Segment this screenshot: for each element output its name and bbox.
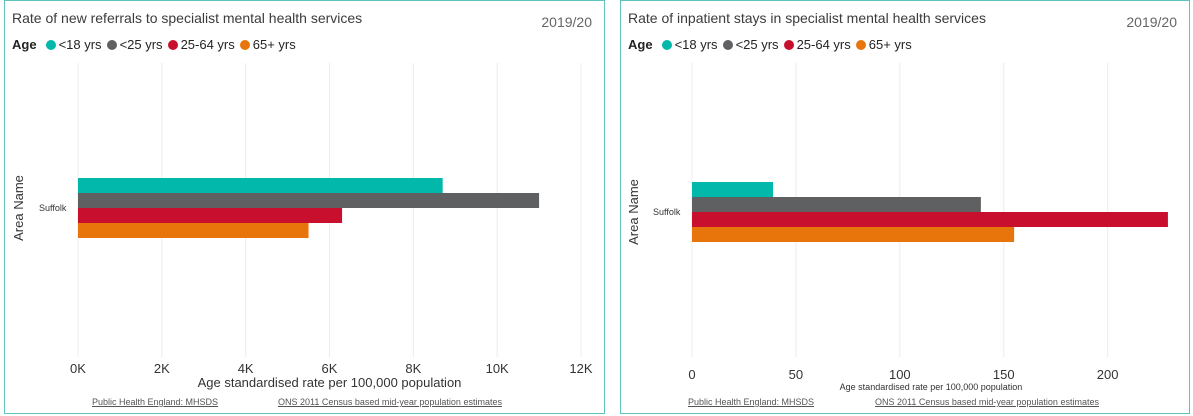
bar-65-yrs[interactable] bbox=[78, 223, 309, 238]
bar--18-yrs[interactable] bbox=[692, 182, 774, 197]
bar-25-64-yrs[interactable] bbox=[78, 208, 343, 223]
x-tick-label: 150 bbox=[993, 367, 1015, 382]
y-axis-label: Area Name bbox=[11, 175, 26, 241]
bar--25-yrs[interactable] bbox=[692, 197, 981, 212]
legend-label: <18 yrs bbox=[674, 37, 718, 52]
chart-title: Rate of inpatient stays in specialist me… bbox=[628, 10, 986, 26]
legend-dot-icon bbox=[855, 39, 866, 50]
legend-item-65-plus[interactable]: 65+ yrs bbox=[855, 37, 912, 52]
legend-item-under-18[interactable]: <18 yrs bbox=[661, 37, 718, 52]
legend: Age <18 yrs <25 yrs 25-64 yrs 65+ yrs bbox=[12, 37, 301, 52]
category-label: Suffolk bbox=[653, 207, 681, 217]
legend-label: 65+ yrs bbox=[252, 37, 296, 52]
x-tick-label: 4K bbox=[238, 361, 254, 376]
source-link-mhsds[interactable]: Public Health England: MHSDS bbox=[92, 397, 219, 407]
legend: Age <18 yrs <25 yrs 25-64 yrs 65+ yrs bbox=[628, 37, 917, 52]
legend-item-25-64[interactable]: 25-64 yrs bbox=[167, 37, 235, 52]
legend-dot-icon bbox=[722, 39, 733, 50]
legend-dot-icon bbox=[239, 39, 250, 50]
referrals-bar-chart: 0K 2K 4K 6K 8K 10K 12K Age standardised rate pe… bbox=[11, 63, 593, 390]
legend-item-25-64[interactable]: 25-64 yrs bbox=[783, 37, 851, 52]
period-label: 2019/20 bbox=[1126, 14, 1177, 30]
source-link-ons[interactable]: ONS 2011 Census based mid-year populatio… bbox=[875, 397, 1099, 407]
legend-label: <18 yrs bbox=[58, 37, 102, 52]
legend-dot-icon bbox=[106, 39, 117, 50]
legend-item-under-25[interactable]: <25 yrs bbox=[106, 37, 163, 52]
x-axis-label: Age standardised rate per 100,000 popula… bbox=[840, 382, 1023, 392]
x-tick-label: 2K bbox=[154, 361, 170, 376]
legend-dot-icon bbox=[167, 39, 178, 50]
bar--25-yrs[interactable] bbox=[78, 193, 540, 208]
legend-label: 65+ yrs bbox=[868, 37, 912, 52]
source-link-mhsds[interactable]: Public Health England: MHSDS bbox=[688, 397, 815, 407]
inpatient-chart-panel: Rate of inpatient stays in specialist me… bbox=[620, 0, 1190, 414]
x-tick-label: 50 bbox=[789, 367, 803, 382]
legend-label: 25-64 yrs bbox=[796, 37, 851, 52]
x-tick-label: 12K bbox=[569, 361, 592, 376]
legend-title: Age bbox=[12, 37, 37, 52]
bar-65-yrs[interactable] bbox=[692, 227, 1015, 242]
x-tick-label: 10K bbox=[486, 361, 509, 376]
x-tick-label: 6K bbox=[322, 361, 338, 376]
x-tick-label: 8K bbox=[405, 361, 421, 376]
period-label: 2019/20 bbox=[541, 14, 592, 30]
bar--18-yrs[interactable] bbox=[78, 178, 443, 193]
x-tick-label: 0 bbox=[688, 367, 695, 382]
legend-item-under-18[interactable]: <18 yrs bbox=[45, 37, 102, 52]
legend-dot-icon bbox=[783, 39, 794, 50]
legend-item-65-plus[interactable]: 65+ yrs bbox=[239, 37, 296, 52]
bar-25-64-yrs[interactable] bbox=[692, 212, 1168, 227]
y-axis-label: Area Name bbox=[626, 179, 641, 245]
category-label: Suffolk bbox=[39, 203, 67, 213]
legend-dot-icon bbox=[45, 39, 56, 50]
legend-dot-icon bbox=[661, 39, 672, 50]
legend-label: <25 yrs bbox=[735, 37, 779, 52]
chart-title: Rate of new referrals to specialist ment… bbox=[12, 10, 363, 26]
x-tick-label: 100 bbox=[889, 367, 911, 382]
legend-label: <25 yrs bbox=[119, 37, 163, 52]
x-axis-label: Age standardised rate per 100,000 popula… bbox=[198, 375, 462, 390]
referrals-chart-panel: Rate of new referrals to specialist ment… bbox=[4, 0, 605, 414]
legend-item-under-25[interactable]: <25 yrs bbox=[722, 37, 779, 52]
inpatient-bar-chart: 0 50 100 150 200 Age standardised rate per 10… bbox=[626, 63, 1168, 392]
source-link-ons[interactable]: ONS 2011 Census based mid-year populatio… bbox=[278, 397, 502, 407]
legend-title: Age bbox=[628, 37, 653, 52]
x-tick-label: 200 bbox=[1097, 367, 1119, 382]
x-tick-label: 0K bbox=[70, 361, 86, 376]
legend-label: 25-64 yrs bbox=[180, 37, 235, 52]
